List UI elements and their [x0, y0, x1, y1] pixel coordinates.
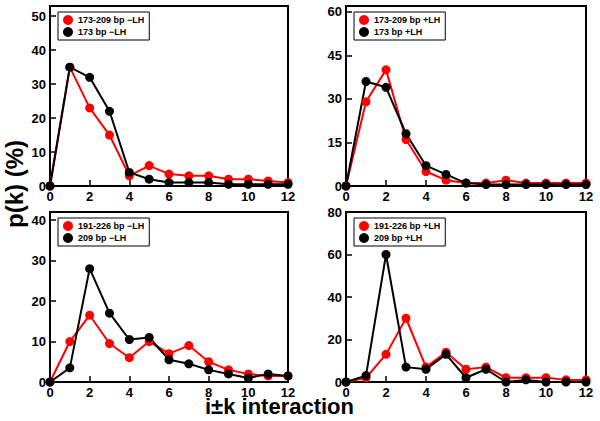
svg-text:6: 6 [165, 385, 172, 400]
svg-text:12: 12 [281, 189, 295, 204]
svg-text:173 bp −LH: 173 bp −LH [78, 27, 126, 37]
svg-text:6: 6 [462, 189, 469, 204]
svg-text:p(k) (%): p(k) (%) [1, 140, 28, 228]
svg-text:40: 40 [328, 290, 342, 305]
svg-text:2: 2 [86, 385, 93, 400]
svg-text:40: 40 [32, 43, 46, 58]
svg-text:8: 8 [205, 385, 212, 400]
svg-text:80: 80 [328, 205, 342, 220]
svg-text:30: 30 [328, 91, 342, 106]
svg-text:12: 12 [281, 385, 295, 400]
svg-text:10: 10 [539, 385, 553, 400]
svg-text:20: 20 [328, 332, 342, 347]
svg-text:8: 8 [205, 189, 212, 204]
svg-text:191-226 bp +LH: 191-226 bp +LH [374, 221, 440, 231]
svg-text:30: 30 [32, 253, 46, 268]
svg-text:0: 0 [39, 179, 46, 194]
svg-text:2: 2 [382, 385, 389, 400]
svg-text:20: 20 [32, 111, 46, 126]
svg-text:4: 4 [126, 189, 134, 204]
svg-text:10: 10 [241, 385, 255, 400]
svg-text:10: 10 [241, 189, 255, 204]
svg-text:40: 40 [32, 213, 46, 228]
svg-text:173 bp +LH: 173 bp +LH [374, 27, 422, 37]
svg-text:0: 0 [335, 375, 342, 390]
svg-text:45: 45 [328, 48, 342, 63]
svg-text:2: 2 [86, 189, 93, 204]
svg-text:0: 0 [342, 385, 349, 400]
svg-text:209 bp −LH: 209 bp −LH [78, 233, 126, 243]
svg-text:4: 4 [126, 385, 134, 400]
svg-text:10: 10 [539, 189, 553, 204]
svg-text:8: 8 [502, 189, 509, 204]
svg-text:15: 15 [328, 135, 342, 150]
svg-text:10: 10 [32, 334, 46, 349]
svg-text:30: 30 [32, 77, 46, 92]
svg-text:173-209 bp +LH: 173-209 bp +LH [374, 15, 440, 25]
svg-text:12: 12 [579, 189, 593, 204]
svg-text:50: 50 [32, 9, 46, 24]
svg-text:60: 60 [328, 4, 342, 19]
svg-text:173-209 bp −LH: 173-209 bp −LH [78, 15, 144, 25]
svg-text:10: 10 [32, 145, 46, 160]
svg-text:209 bp +LH: 209 bp +LH [374, 233, 422, 243]
svg-text:6: 6 [462, 385, 469, 400]
svg-text:0: 0 [335, 179, 342, 194]
svg-text:20: 20 [32, 294, 46, 309]
svg-text:0: 0 [39, 375, 46, 390]
svg-text:i±k interaction: i±k interaction [205, 394, 354, 419]
svg-text:0: 0 [342, 189, 349, 204]
svg-text:191-226 bp −LH: 191-226 bp −LH [78, 221, 144, 231]
svg-text:4: 4 [422, 189, 430, 204]
svg-text:2: 2 [382, 189, 389, 204]
svg-text:4: 4 [422, 385, 430, 400]
svg-text:12: 12 [579, 385, 593, 400]
svg-text:0: 0 [46, 385, 53, 400]
svg-text:60: 60 [328, 247, 342, 262]
svg-text:8: 8 [502, 385, 509, 400]
svg-text:0: 0 [46, 189, 53, 204]
svg-text:6: 6 [165, 189, 172, 204]
